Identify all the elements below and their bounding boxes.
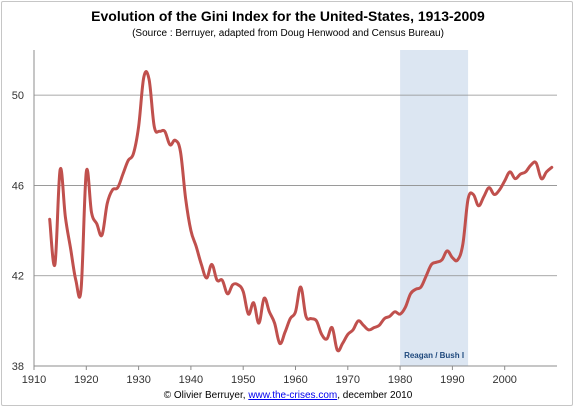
annotation-label-0: Reagan / Bush I: [404, 351, 464, 360]
y-tick-label-46: 46: [12, 180, 24, 192]
credit-suffix: , december 2010: [337, 390, 413, 401]
chart-title: Evolution of the Gini Index for the Unit…: [91, 8, 485, 24]
x-tick-label-1960: 1960: [283, 374, 307, 386]
x-tick-label-1910: 1910: [22, 374, 46, 386]
chart-subtitle: (Source : Berruyer, adapted from Doug He…: [132, 28, 444, 39]
x-tick-label-1990: 1990: [440, 374, 464, 386]
y-tick-label-50: 50: [12, 90, 24, 102]
x-tick-label-1920: 1920: [74, 374, 98, 386]
annotation-band-0: [400, 50, 469, 366]
x-tick-label-1940: 1940: [179, 374, 203, 386]
x-tick-label-2000: 2000: [492, 374, 516, 386]
credit-link[interactable]: www.the-crises.com: [248, 390, 338, 401]
x-tick-label-1930: 1930: [126, 374, 150, 386]
series-line-0: [48, 70, 554, 353]
x-tick-label-1970: 1970: [336, 374, 360, 386]
y-tick-label-42: 42: [12, 271, 24, 283]
y-tick-label-38: 38: [12, 361, 24, 373]
chart-credit: © Olivier Berruyer, www.the-crises.com, …: [0, 390, 576, 401]
credit-prefix: © Olivier Berruyer,: [163, 390, 249, 401]
x-tick-label-1950: 1950: [231, 374, 255, 386]
x-tick-label-1980: 1980: [388, 374, 412, 386]
